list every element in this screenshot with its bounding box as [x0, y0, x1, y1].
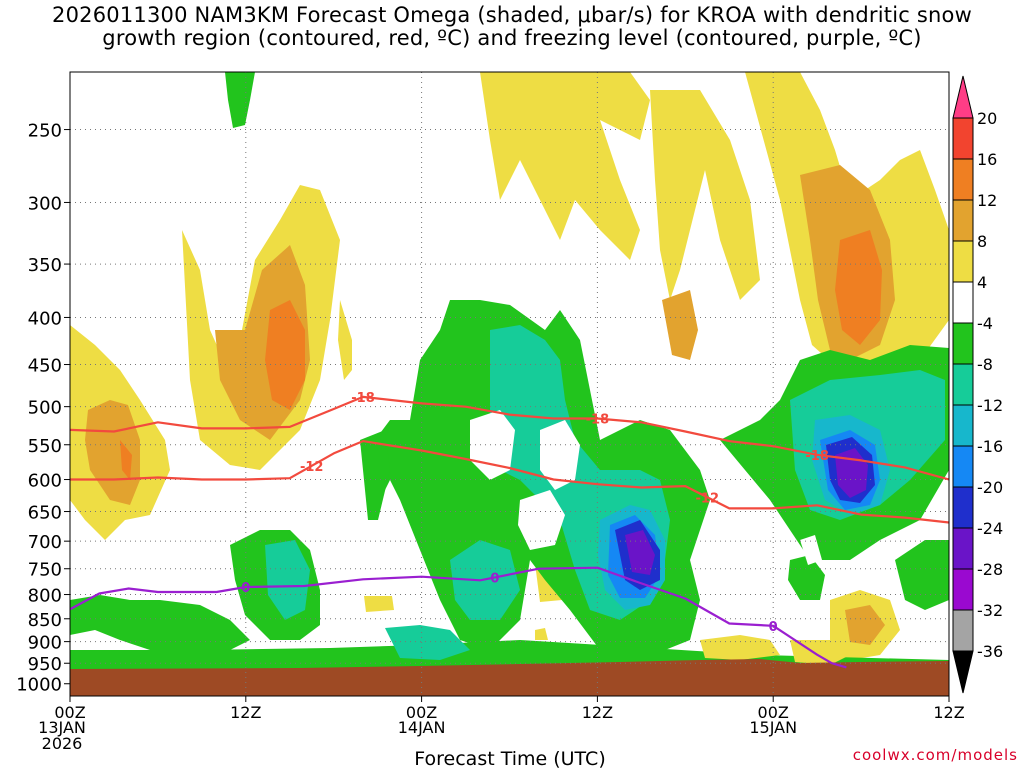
y-tick-label-650: 650 — [28, 503, 62, 524]
x-axis-label: Forecast Time (UTC) — [414, 748, 605, 768]
contour-lines: -12 -12 -18 -18 -18 0 0 0 — [70, 391, 949, 669]
colorbar-band-3 — [952, 240, 974, 283]
y-tick-label-300: 300 — [28, 193, 62, 214]
x-tick-label-h48: 00Z — [758, 703, 789, 722]
colorbar-band-10 — [952, 527, 974, 570]
x-tick-label-h0: 00Z — [54, 703, 85, 722]
x-tick-year-h0: 2026 — [42, 734, 83, 753]
x-tick-label-h12: 12Z — [230, 703, 261, 722]
colorbar-label-2: 12 — [977, 191, 997, 210]
x-tick-date-h24: 14JAN — [398, 718, 446, 737]
y-tick-label-950: 950 — [28, 654, 62, 675]
contour-label-dgz_-18-0: -18 — [351, 391, 375, 406]
x-tick-label-h36: 12Z — [582, 703, 613, 722]
y-tick-label-600: 600 — [28, 471, 62, 492]
y-tick-label-900: 900 — [28, 633, 62, 654]
colorbar-label-10: -24 — [977, 519, 1003, 538]
colorbar-legend: 20 16 12 8 4 -4 -8 -12 -16 -20 -24 -28 -32 -36 — [952, 75, 1003, 694]
y-tick-label-800: 800 — [28, 586, 62, 607]
colorbar-band-12 — [952, 609, 974, 652]
contour-dgz_-18 — [70, 395, 949, 481]
y-tick-label-500: 500 — [28, 398, 62, 419]
colorbar-band-1 — [952, 158, 974, 201]
colorbar-band-11 — [952, 568, 974, 611]
colorbar-band-5 — [952, 322, 974, 365]
colorbar-band-4 — [952, 281, 974, 324]
rising-air-shading-positive — [70, 72, 949, 660]
y-tick-label-550: 550 — [28, 436, 62, 457]
colorbar-label-12: -32 — [977, 601, 1003, 620]
colorbar-band-8 — [952, 445, 974, 488]
y-tick-label-250: 250 — [28, 121, 62, 142]
colorbar-label-5: -4 — [977, 314, 993, 333]
y-tick-label-850: 850 — [28, 610, 62, 631]
colorbar-top-arrow — [952, 75, 974, 119]
colorbar-band-7 — [952, 404, 974, 447]
contour-label-freezing_0-2: 0 — [769, 620, 778, 635]
x-tick-date-h0: 13JAN — [38, 718, 86, 737]
source-credit: coolwx.com/models — [852, 746, 1018, 764]
colorbar-label-4: 4 — [977, 273, 987, 292]
y-tick-label-350: 350 — [28, 255, 62, 276]
y-tick-label-400: 400 — [28, 308, 62, 329]
colorbar-label-7: -12 — [977, 396, 1003, 415]
colorbar-band-9 — [952, 486, 974, 529]
omega-shading — [70, 72, 949, 696]
contour-freezing_0 — [70, 566, 847, 669]
chart-title-line-1: 2026011300 NAM3KM Forecast Omega (shaded… — [52, 3, 972, 27]
pressure-axis: 2503003504004505005506006507007508008509… — [16, 121, 70, 696]
colorbar-label-0: 20 — [977, 109, 997, 128]
x-tick-label-h60: 12Z — [933, 703, 964, 722]
terrain-ground — [70, 659, 949, 696]
y-tick-label-750: 750 — [28, 560, 62, 581]
colorbar-label-3: 8 — [977, 232, 987, 251]
contour-label-dgz_-12-0: -12 — [300, 460, 324, 475]
contour-label-dgz_-18-2: -18 — [805, 449, 829, 464]
colorbar-label-1: 16 — [977, 150, 997, 169]
chart-title-line-2: growth region (contoured, red, ºC) and f… — [102, 26, 922, 50]
contour-dgz_-12 — [70, 440, 949, 524]
contour-label-dgz_-18-1: -18 — [586, 412, 610, 427]
sinking-air-shading-negative — [70, 72, 949, 672]
colorbar-label-11: -28 — [977, 560, 1003, 579]
colorbar-bottom-arrow — [952, 650, 974, 694]
y-tick-label-1000: 1000 — [16, 675, 62, 696]
x-tick-label-h24: 00Z — [406, 703, 437, 722]
colorbar-label-8: -16 — [977, 437, 1003, 456]
y-tick-label-700: 700 — [28, 532, 62, 553]
colorbar-label-13: -36 — [977, 642, 1003, 661]
plot-frame — [69, 71, 950, 697]
contour-label-freezing_0-1: 0 — [490, 571, 499, 586]
contour-label-dgz_-12-1: -12 — [696, 491, 720, 506]
y-tick-label-450: 450 — [28, 356, 62, 377]
colorbar-label-6: -8 — [977, 355, 993, 374]
colorbar-band-0 — [952, 117, 974, 160]
colorbar-band-2 — [952, 199, 974, 242]
x-tick-date-h48: 15JAN — [749, 718, 797, 737]
colorbar-label-9: -20 — [977, 478, 1003, 497]
colorbar-band-6 — [952, 363, 974, 406]
contour-label-freezing_0-0: 0 — [241, 581, 250, 596]
